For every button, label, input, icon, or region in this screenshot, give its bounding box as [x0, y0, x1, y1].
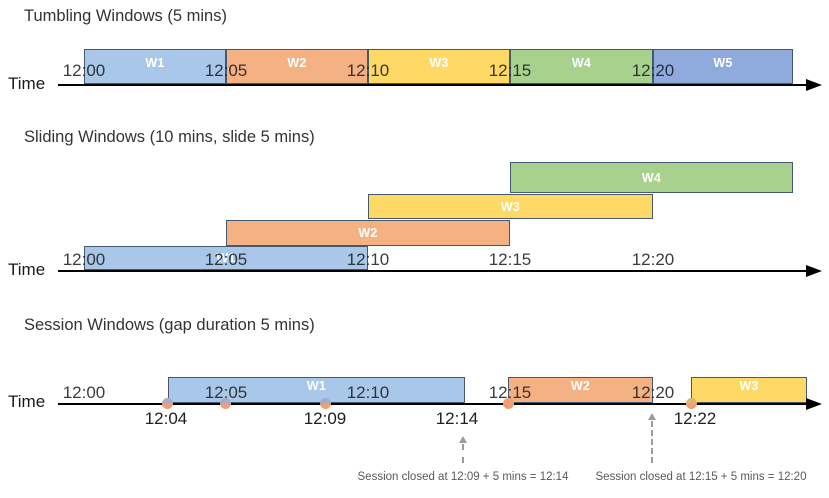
tumbling-tick-1210: 12:10 — [346, 61, 390, 80]
window-label: W1 — [306, 379, 327, 393]
session-time-axis-label: Time — [8, 392, 46, 411]
session-close-annotation-1: Session closed at 12:09 + 5 mins = 12:14 — [357, 471, 569, 483]
event-dot-1222 — [686, 398, 697, 409]
session-close-arrow-icon — [647, 413, 657, 463]
window-label: W1 — [216, 251, 236, 265]
session-tick-1220: 12:20 — [631, 383, 675, 402]
arrow-head-icon — [648, 413, 656, 420]
tumbling-window-w3: W3 — [368, 49, 510, 84]
tumbling-tick-1205: 12:05 — [204, 61, 248, 80]
sliding-time-axis-label: Time — [8, 260, 46, 279]
session-tick-1210: 12:10 — [346, 383, 390, 402]
tumbling-tick-1215: 12:15 — [488, 61, 532, 80]
sliding-axis-arrowhead-icon — [806, 265, 822, 277]
session-window-w2: W2 — [508, 377, 653, 403]
window-label: W4 — [571, 55, 592, 70]
window-label: W1 — [145, 55, 165, 70]
arrow-shaft — [462, 444, 464, 463]
event-time-1204: 12:04 — [144, 409, 188, 428]
sliding-tick-1200: 12:00 — [62, 250, 106, 269]
sliding-window-w2: W2 — [226, 220, 510, 246]
session-time-axis — [58, 403, 806, 405]
tumbling-section-title: Tumbling Windows (5 mins) — [24, 7, 227, 25]
sliding-window-w3: W3 — [368, 194, 653, 219]
tumbling-window-w2: W2 — [226, 49, 368, 84]
sliding-tick-1205: 12:05 — [204, 250, 248, 269]
tumbling-window-w4: W4 — [510, 49, 653, 84]
event-time-1214: 12:14 — [435, 409, 479, 428]
window-label: W5 — [713, 55, 733, 70]
tumbling-window-w5: W5 — [653, 49, 793, 84]
session-tick-1200: 12:00 — [62, 383, 106, 402]
tumbling-time-axis-label: Time — [8, 74, 46, 93]
window-label: W3 — [500, 199, 521, 214]
sliding-tick-1220: 12:20 — [631, 250, 675, 269]
arrow-shaft — [651, 421, 653, 463]
session-axis-arrowhead-icon — [806, 398, 822, 410]
tumbling-time-axis — [58, 84, 806, 86]
sliding-window-w1: W1 — [84, 246, 368, 270]
event-time-1209: 12:09 — [303, 409, 347, 428]
event-dot-1215 — [503, 398, 514, 409]
window-label: W2 — [358, 226, 378, 240]
session-close-arrow-icon — [458, 436, 468, 463]
sliding-section-title: Sliding Windows (10 mins, slide 5 mins) — [24, 128, 315, 146]
window-label: W3 — [739, 379, 759, 393]
event-time-1222: 12:22 — [673, 409, 717, 428]
tumbling-tick-1220: 12:20 — [631, 61, 675, 80]
session-tick-1215: 12:15 — [488, 383, 532, 402]
session-window-w3: W3 — [691, 377, 807, 403]
tumbling-window-w1: W1 — [84, 49, 226, 84]
sliding-tick-1210: 12:10 — [346, 250, 390, 269]
arrow-head-icon — [459, 436, 467, 443]
session-tick-1205: 12:05 — [204, 383, 248, 402]
session-section-title: Session Windows (gap duration 5 mins) — [24, 316, 315, 334]
event-dot-1205 — [220, 398, 231, 409]
window-label: W2 — [570, 379, 591, 393]
window-label: W2 — [287, 55, 307, 70]
session-close-annotation-2: Session closed at 12:15 + 5 mins = 12:20 — [595, 471, 807, 483]
event-dot-1204 — [162, 398, 173, 409]
sliding-tick-1215: 12:15 — [488, 250, 532, 269]
session-window-w1: W1 — [168, 377, 465, 403]
event-dot-1209 — [320, 398, 331, 409]
window-label: W4 — [641, 170, 662, 185]
sliding-window-w4: W4 — [510, 162, 793, 193]
tumbling-tick-1200: 12:00 — [62, 61, 106, 80]
window-label: W3 — [429, 55, 449, 70]
tumbling-axis-arrowhead-icon — [806, 79, 822, 91]
sliding-time-axis — [58, 270, 806, 272]
